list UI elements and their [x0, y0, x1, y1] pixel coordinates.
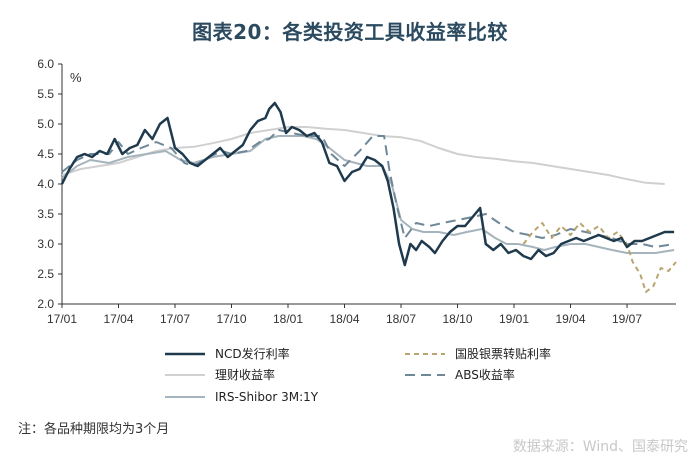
series-line-1	[61, 135, 675, 254]
x-tick-label: 18/01	[273, 312, 303, 326]
footnote: 注：各品种期限均为3个月	[18, 422, 170, 437]
x-tick-label: 19/07	[612, 312, 642, 326]
y-tick-label: 2.0	[37, 297, 54, 311]
series-line-4	[60, 101, 675, 267]
legend-label: 国股银票转贴利率	[455, 346, 551, 361]
y-tick-label: 4.0	[37, 177, 54, 191]
series-line-2	[61, 129, 675, 248]
x-tick-label: 17/01	[47, 312, 77, 326]
y-tick-label: 4.5	[37, 147, 54, 161]
y-tick-label: 2.5	[37, 267, 54, 281]
x-tick-label: 17/07	[160, 312, 190, 326]
x-tick-label: 19/01	[499, 312, 529, 326]
y-tick-label: 5.5	[37, 87, 54, 101]
x-tick-label: 18/07	[386, 312, 416, 326]
y-tick-label: 3.0	[37, 237, 54, 251]
x-tick-label: 19/04	[556, 312, 586, 326]
watermark: 数据来源：Wind、国泰研究	[512, 439, 688, 455]
series-line-0	[61, 126, 665, 185]
y-tick-label: 6.0	[37, 57, 54, 71]
legend-label: ABS收益率	[455, 367, 515, 382]
x-tick-label: 18/04	[329, 312, 359, 326]
y-tick-label: 5.0	[37, 117, 54, 131]
y-tick-label: 3.5	[37, 207, 54, 221]
series-lines	[60, 101, 677, 293]
x-tick-label: 18/10	[443, 312, 473, 326]
legend-label: NCD发行利率	[215, 346, 290, 361]
series-line-3	[522, 222, 677, 293]
x-tick-label: 17/10	[216, 312, 246, 326]
x-tick-label: 17/04	[103, 312, 133, 326]
legend-label: IRS-Shibor 3M:1Y	[215, 390, 319, 404]
axes: 6.0 5.5 5.0 4.5 4.0 3.5 3.0 2.5 2.0% 17/01 17/04 17…	[37, 57, 676, 326]
legend-label: 理财收益率	[215, 367, 275, 382]
chart-title: 图表20：各类投资工具收益率比较	[192, 20, 508, 44]
y-unit-label: %	[70, 70, 82, 85]
